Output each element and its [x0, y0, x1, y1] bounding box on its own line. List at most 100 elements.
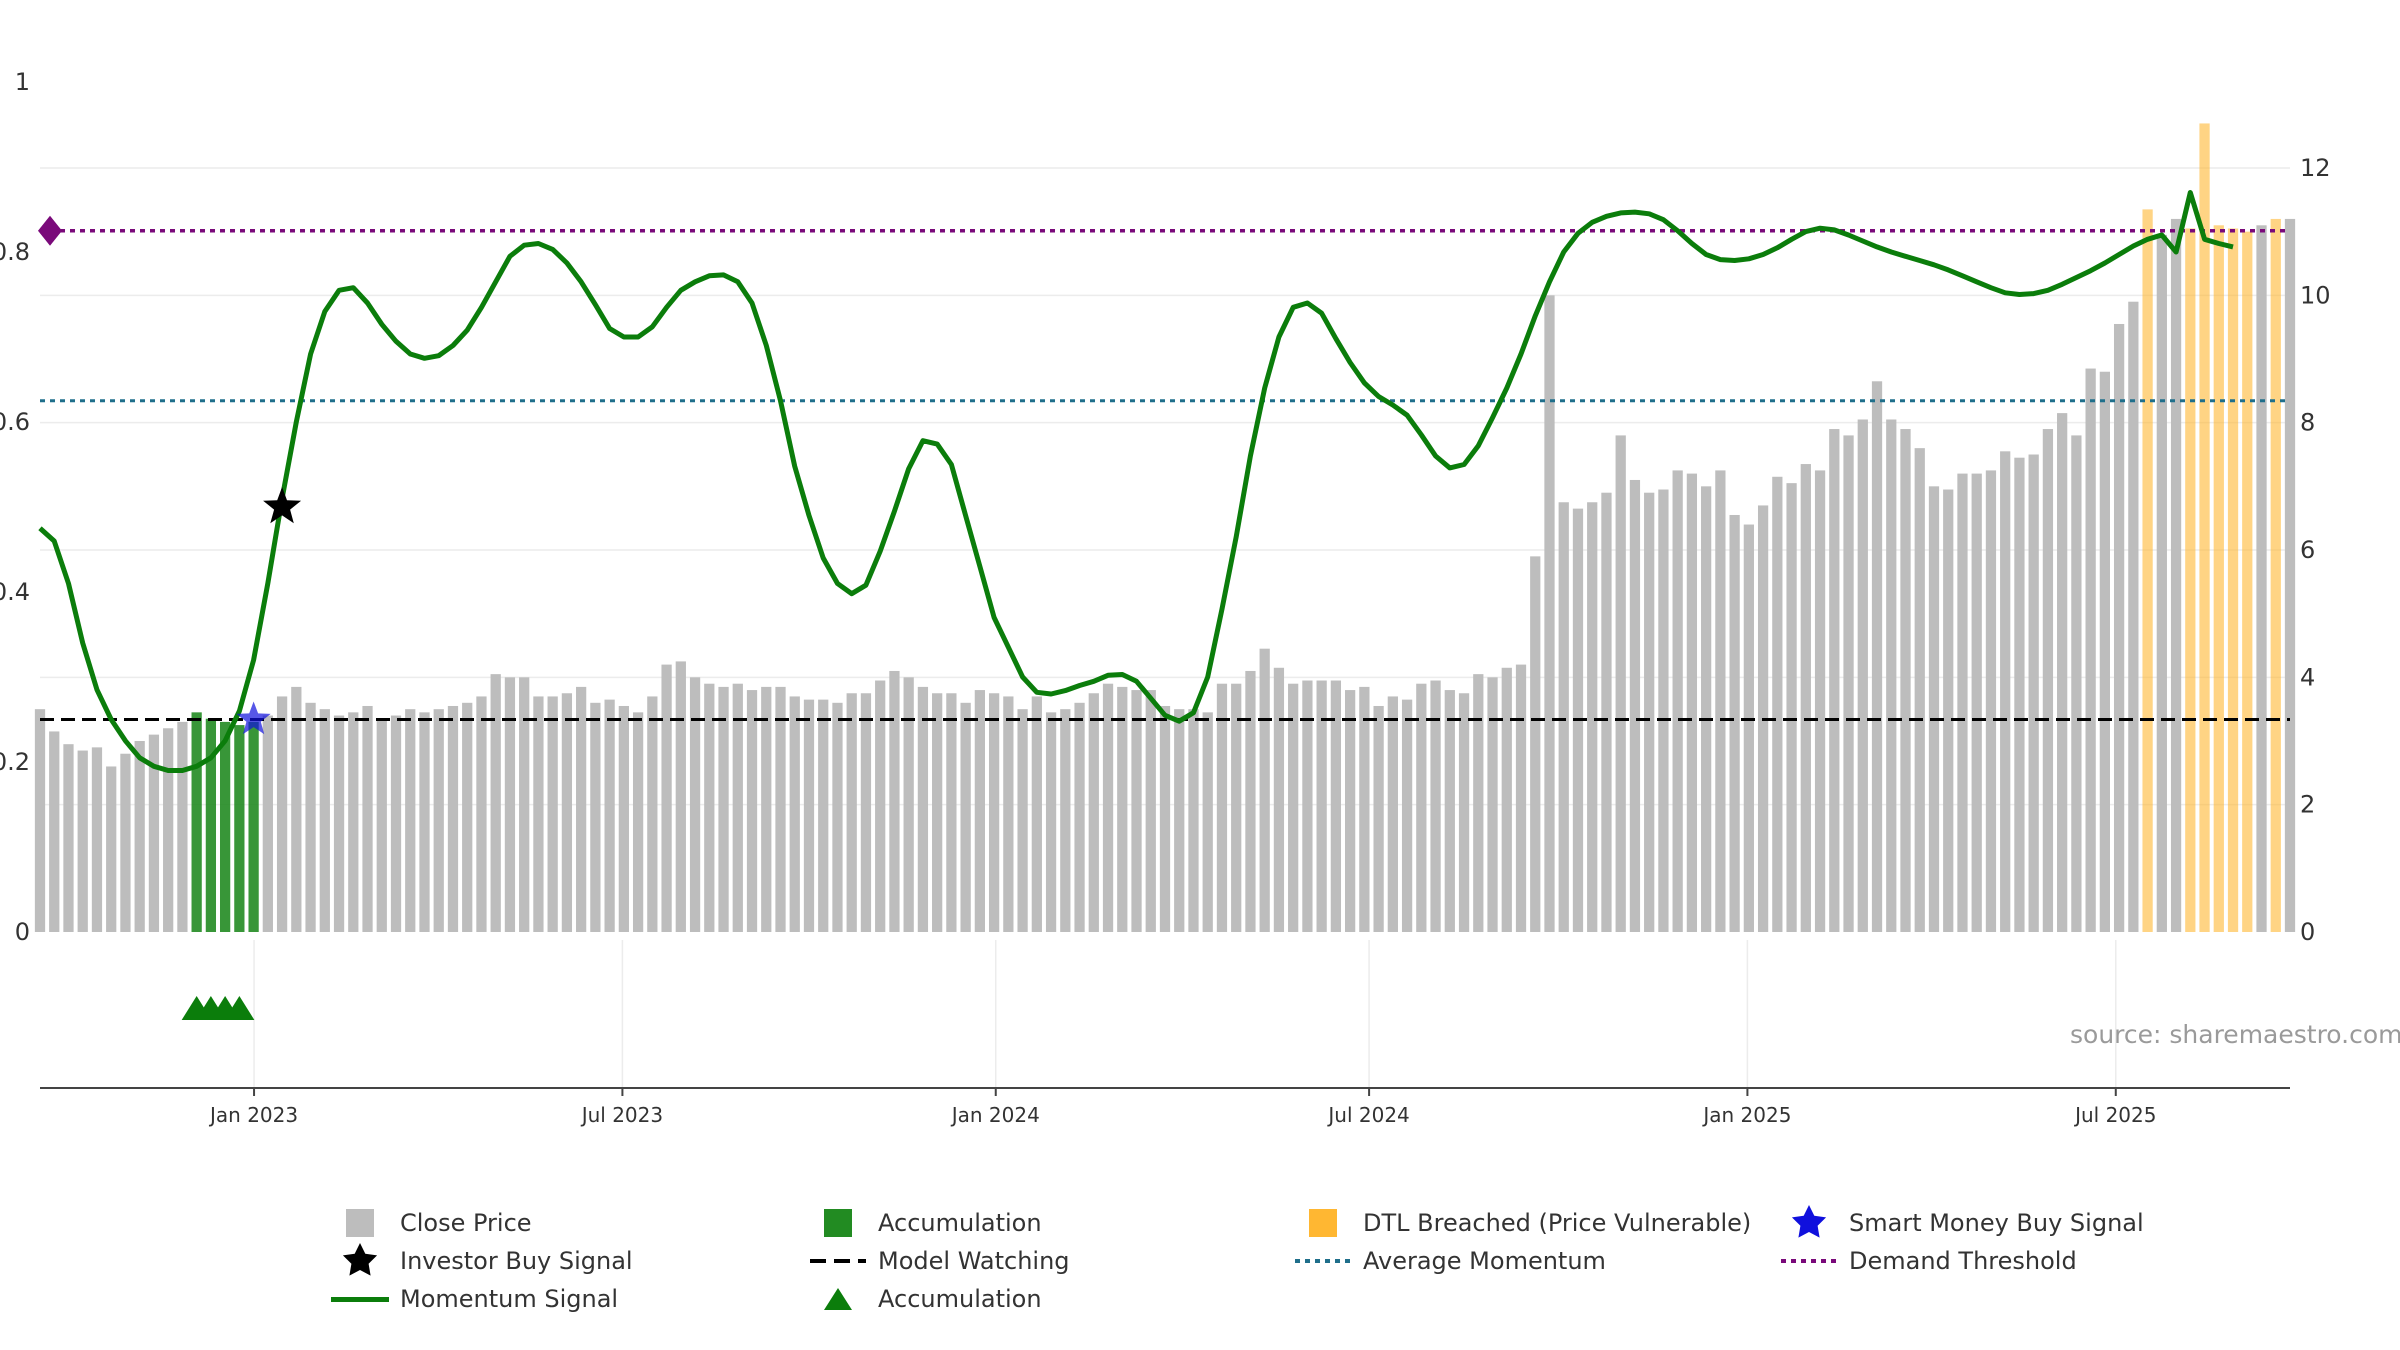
- smart-money-buy-star: [236, 701, 271, 735]
- right-axis-tick-label: 0: [2300, 918, 2315, 946]
- close-price-bar: [761, 686, 772, 932]
- close-price-bar: [547, 696, 558, 932]
- close-price-bar: [34, 709, 46, 932]
- close-price-bar: [846, 693, 857, 932]
- close-price-bar: [1031, 696, 1042, 932]
- accumulation-bar: [191, 712, 202, 932]
- close-price-bar: [1202, 712, 1213, 932]
- close-price-bar: [1131, 690, 1142, 932]
- x-axis-tick-label: Jan 2024: [950, 1103, 1040, 1127]
- close-price-bar: [405, 709, 416, 932]
- close-price-bar: [305, 702, 316, 932]
- legend-label-smart-money-buy-signal: Smart Money Buy Signal: [1849, 1209, 2144, 1237]
- close-price-bar: [1145, 690, 1156, 932]
- green-triangle-icon: [824, 1288, 852, 1310]
- legend-swatch-demand-threshold: [1779, 1243, 1839, 1279]
- close-price-bar: [49, 731, 60, 932]
- close-price-bar: [2042, 429, 2054, 932]
- close-price-bar: [1871, 381, 1883, 932]
- close-price-bar: [1501, 667, 1512, 932]
- close-price-bar: [2028, 454, 2039, 932]
- right-axis-tick-label: 2: [2300, 791, 2315, 819]
- left-axis-tick-label: 0.2: [0, 748, 30, 776]
- close-price-bar: [718, 686, 729, 932]
- accumulation-triangle: [224, 996, 255, 1020]
- close-price-bar: [1159, 705, 1171, 932]
- legend-item-dtl-breached: DTL Breached (Price Vulnerable): [1293, 1205, 1751, 1241]
- close-price-bar: [1772, 476, 1783, 932]
- x-axis-tick-label: Jul 2025: [2073, 1103, 2156, 1127]
- x-axis-tick-label: Jan 2025: [1701, 1103, 1791, 1127]
- accumulation-bar: [205, 718, 217, 932]
- close-price-bar: [576, 686, 587, 932]
- close-price-bar: [1558, 502, 1569, 932]
- close-price-bar: [1416, 683, 1427, 932]
- close-price-bar: [1174, 709, 1185, 932]
- close-price-bar: [91, 747, 103, 932]
- legend-item-model-watching: Model Watching: [808, 1243, 1070, 1279]
- close-price-bar: [1117, 686, 1128, 932]
- close-price-bar: [803, 699, 815, 932]
- close-price-bar: [1786, 483, 1797, 932]
- close-price-bar: [1900, 429, 1911, 932]
- close-price-bar: [1515, 664, 1527, 932]
- close-price-bar: [1672, 470, 1683, 932]
- close-price-bar: [604, 699, 615, 932]
- black-star-icon: [342, 1243, 378, 1276]
- close-price-bar: [1800, 464, 1811, 932]
- close-price-bar: [2170, 218, 2182, 932]
- close-price-bar: [1644, 492, 1655, 932]
- close-price-bar: [2000, 451, 2011, 932]
- demand-threshold-marker: [38, 215, 62, 246]
- close-price-bar: [689, 677, 701, 932]
- close-price-bar: [1359, 686, 1370, 932]
- dtl-breached-bar: [2227, 228, 2239, 932]
- close-price-bar: [376, 718, 387, 932]
- close-price-bar: [390, 715, 402, 932]
- close-price-bar: [533, 696, 544, 932]
- close-price-bar: [291, 686, 302, 932]
- close-price-bar: [946, 693, 957, 932]
- close-price-bar: [632, 712, 644, 932]
- close-price-bar: [1985, 470, 1997, 932]
- close-price-bar: [1330, 680, 1342, 932]
- close-price-bar: [1316, 680, 1327, 932]
- close-price-bar: [675, 661, 686, 932]
- accumulation-bar: [248, 721, 259, 932]
- close-price-bar: [732, 683, 743, 932]
- close-price-bar: [519, 677, 530, 932]
- close-price-bar: [1729, 514, 1740, 932]
- close-price-bar: [1259, 648, 1270, 932]
- legend-swatch-close-price: [330, 1205, 390, 1241]
- close-price-bar: [419, 712, 430, 932]
- legend-label-average-momentum: Average Momentum: [1363, 1247, 1606, 1275]
- x-axis-tick-label: Jul 2023: [580, 1103, 663, 1127]
- legend-item-smart-money-buy-signal: Smart Money Buy Signal: [1779, 1205, 2144, 1241]
- gridlines: [40, 167, 2290, 1088]
- close-price-bar: [1003, 696, 1014, 932]
- momentum-signal-line: [38, 190, 2234, 773]
- close-price-bar: [988, 693, 1000, 932]
- close-price-bar: [1216, 683, 1228, 932]
- close-price-bar: [476, 696, 487, 932]
- close-price-bar: [1658, 489, 1669, 932]
- close-price-bar: [490, 674, 501, 932]
- legend-item-accumulation-bar: Accumulation: [808, 1205, 1042, 1241]
- right-axis-tick-label: 4: [2300, 663, 2315, 691]
- legend-swatch-accumulation-bar: [808, 1205, 868, 1241]
- legend-label-accumulation-bar: Accumulation: [878, 1209, 1042, 1237]
- close-price-bar: [1615, 435, 1626, 932]
- legend-label-investor-buy-signal: Investor Buy Signal: [400, 1247, 633, 1275]
- blue-star-icon: [1791, 1205, 1827, 1238]
- close-price-bar: [447, 705, 459, 932]
- close-price-bar: [661, 664, 672, 932]
- accumulation-bar: [234, 725, 245, 932]
- close-price-bar: [704, 683, 715, 932]
- left-axis-tick-label: 0: [15, 918, 30, 946]
- close-price-bar: [2156, 234, 2167, 933]
- close-price-bar: [1957, 473, 1968, 932]
- price-bars: [34, 123, 2296, 933]
- close-price-bar: [1843, 435, 1854, 932]
- close-price-bar: [789, 696, 800, 932]
